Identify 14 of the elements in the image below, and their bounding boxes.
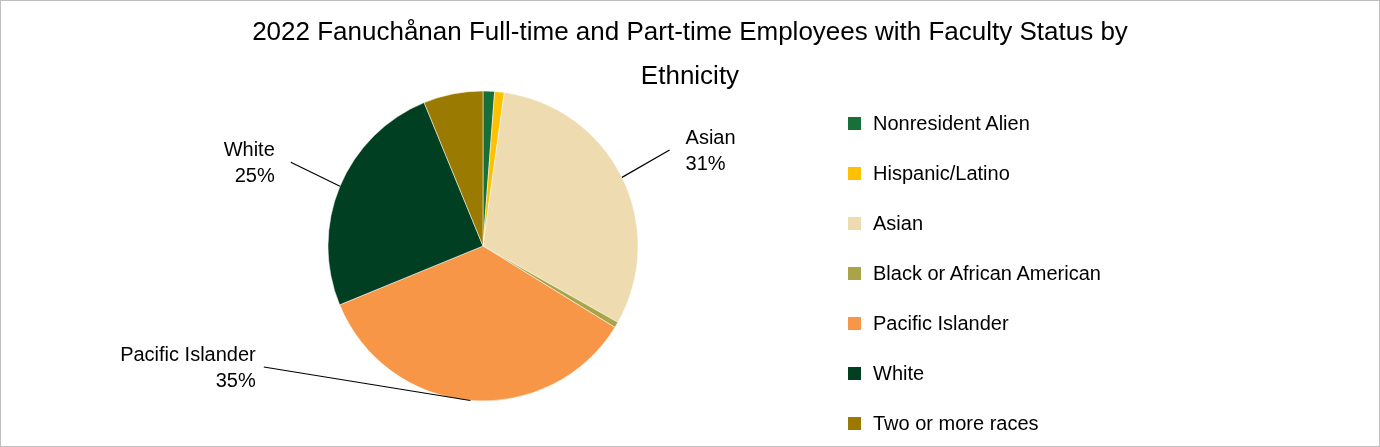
legend-label: Asian bbox=[873, 212, 924, 234]
data-label: 31% bbox=[685, 151, 726, 174]
legend-label: Nonresident Alien bbox=[873, 112, 1030, 134]
slice-label: Asian bbox=[685, 125, 736, 148]
legend-label: White bbox=[873, 362, 925, 384]
slice-label: Pacific Islander bbox=[120, 343, 257, 365]
legend-label: Pacific Islander bbox=[873, 312, 1009, 334]
chart-title: 2022 Fanuchånan Full-time and Part-time Employees with Faculty Status by Ethnicity bbox=[252, 16, 1128, 90]
legend-label: Two or more races bbox=[873, 412, 1039, 434]
data-label: 35% bbox=[215, 369, 257, 391]
data-label: 25% bbox=[234, 164, 275, 187]
legend-label: Black or African American bbox=[873, 262, 1101, 284]
legend-label: Hispanic/Latino bbox=[873, 162, 1010, 184]
slice-label: White bbox=[223, 138, 275, 161]
